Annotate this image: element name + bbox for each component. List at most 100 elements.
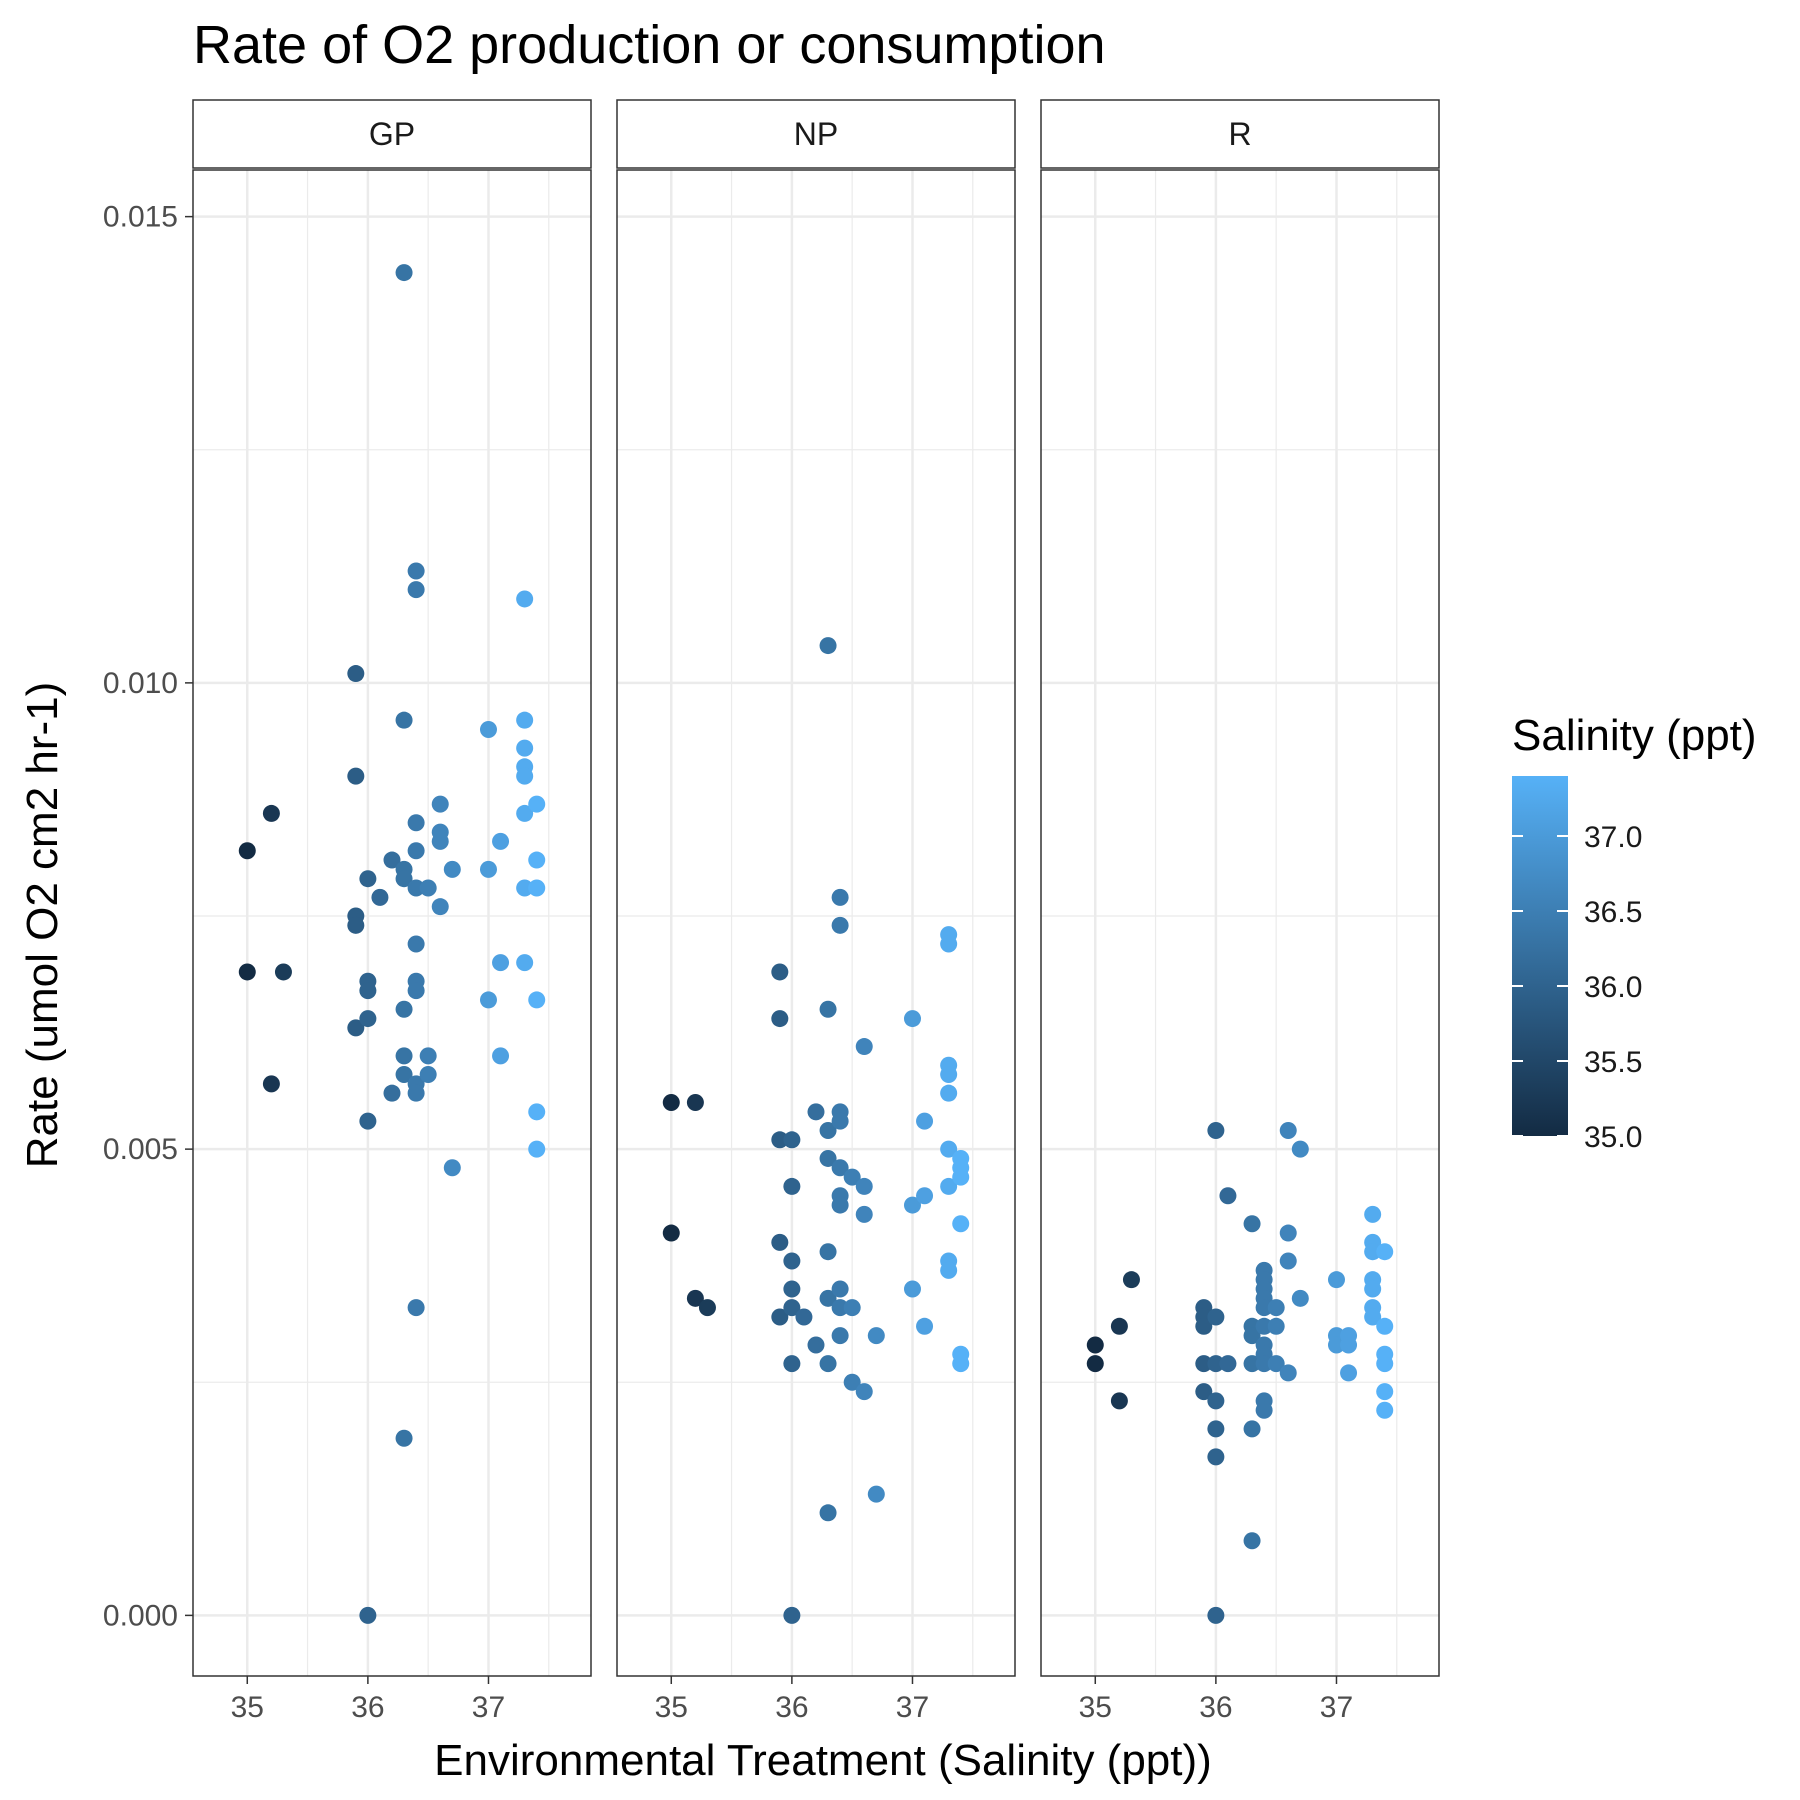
data-point [479,721,497,739]
data-point [1327,1336,1345,1354]
data-point [867,1485,885,1503]
chart-title: Rate of O2 production or consumption [193,15,1106,75]
facet-strip-label: GP [369,116,415,152]
data-point [492,832,510,850]
data-point [383,851,401,869]
data-point [1219,1187,1237,1205]
data-point [1340,1364,1358,1382]
data-point [831,888,849,906]
data-point [819,1000,837,1018]
data-point [1376,1243,1394,1261]
data-point [359,1010,377,1028]
legend-tick-label: 35.5 [1584,1046,1642,1079]
legend-tick-label: 36.5 [1584,896,1642,929]
data-point [1327,1271,1345,1289]
data-point [1207,1392,1225,1410]
data-point [783,1355,801,1373]
data-point [262,1075,280,1093]
data-point [1340,1327,1358,1345]
data-point [347,916,365,934]
data-point [807,1336,825,1354]
facet-panels: GP NP R [192,99,1440,1677]
legend-tick-label: 37.0 [1584,821,1642,854]
data-point [1207,1448,1225,1466]
data-point [1376,1317,1394,1335]
data-point [662,1094,680,1112]
data-point [407,935,425,953]
data-point [940,1177,958,1195]
data-point [686,1094,704,1112]
y-tick-label: 0.015 [103,201,178,234]
data-point [407,982,425,1000]
data-point [395,1066,413,1084]
data-point [407,1299,425,1317]
data-point [419,1047,437,1065]
data-point [1243,1327,1261,1345]
data-point [479,860,497,878]
data-point [819,1504,837,1522]
data-point [771,1010,789,1028]
data-point [1267,1317,1285,1335]
data-point [795,1308,813,1326]
data-point [1243,1532,1261,1550]
data-point [1207,1308,1225,1326]
data-point [1255,1317,1273,1335]
y-axis-title: Rate (umol O2 cm2 hr-1) [18,682,67,1169]
data-point [419,879,437,897]
facet-panel-np: NP [616,99,1016,1677]
data-point [771,1233,789,1251]
data-point [1279,1364,1297,1382]
data-point [686,1289,704,1307]
data-point [903,1280,921,1298]
data-point [1279,1121,1297,1139]
data-point [1364,1243,1382,1261]
data-point [771,963,789,981]
data-point [1207,1121,1225,1139]
data-point [407,879,425,897]
data-point [407,581,425,599]
facet-panel-r: R [1040,99,1440,1677]
data-point [443,860,461,878]
data-point [783,1131,801,1149]
data-point [783,1177,801,1195]
data-point [407,842,425,860]
data-point [1267,1355,1285,1373]
data-point [1195,1383,1213,1401]
data-point [1195,1317,1213,1335]
data-point [843,1299,861,1317]
data-point [1195,1355,1213,1373]
data-point [431,832,449,850]
data-point [1243,1215,1261,1233]
data-point [528,851,546,869]
data-point [855,1383,873,1401]
data-point [238,963,256,981]
data-point [783,1606,801,1624]
data-point [479,991,497,1009]
data-point [383,1084,401,1102]
data-point [347,1019,365,1037]
data-point [1255,1401,1273,1419]
data-point [492,954,510,972]
data-point [347,665,365,683]
data-point [819,1149,837,1167]
data-point [771,1131,789,1149]
data-point [516,879,534,897]
data-point [516,711,534,729]
data-point [1086,1336,1104,1354]
data-point [359,870,377,888]
data-point [843,1373,861,1391]
panel-border [1040,169,1440,1677]
data-point [516,804,534,822]
data-point [819,637,837,655]
legend-title: Salinity (ppt) [1512,711,1757,760]
data-point [395,264,413,282]
data-point [807,1103,825,1121]
data-point [940,1066,958,1084]
data-point [1110,1317,1128,1335]
x-tick-label: 37 [896,1691,929,1724]
data-point [528,991,546,1009]
data-point [1207,1420,1225,1438]
legend-tick-label: 36.0 [1584,971,1642,1004]
data-point [407,814,425,832]
